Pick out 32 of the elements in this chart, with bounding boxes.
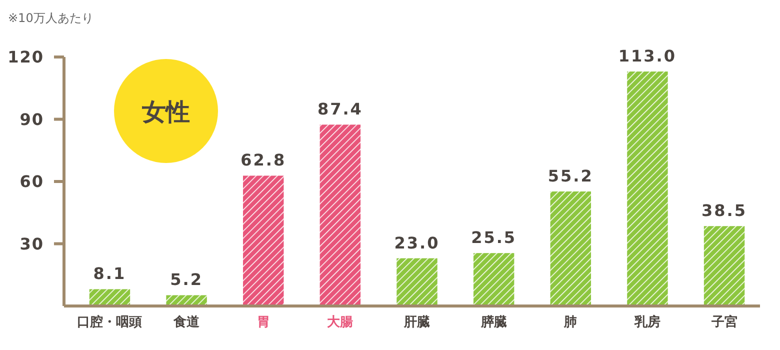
bar xyxy=(320,124,361,306)
data-label: 87.4 xyxy=(317,100,363,119)
annotation: 女性 xyxy=(141,98,190,126)
x-tick-label: 胃 xyxy=(256,315,270,330)
x-tick-label: 口腔・咽頭 xyxy=(77,314,142,330)
bar xyxy=(550,191,591,306)
x-tick-label: 子宮 xyxy=(710,314,738,330)
bar xyxy=(89,289,130,306)
data-label: 25.5 xyxy=(471,228,517,248)
bar xyxy=(704,226,745,306)
x-tick-label: 乳房 xyxy=(633,314,660,330)
y-axis-title: ※10万人あたり xyxy=(8,11,94,25)
data-label: 55.2 xyxy=(548,166,594,186)
data-label: 8.1 xyxy=(93,264,126,284)
x-tick-label: 肺 xyxy=(563,315,578,330)
bar xyxy=(396,258,438,306)
x-tick-label: 肝臓 xyxy=(403,315,430,330)
bar xyxy=(473,253,514,306)
x-tick-label: 膵臓 xyxy=(480,315,507,330)
data-label: 62.8 xyxy=(240,150,286,170)
x-tick-label: 大腸 xyxy=(327,315,354,330)
x-tick-label: 食道 xyxy=(172,315,201,330)
data-label: 113.0 xyxy=(618,46,677,66)
y-tick-label: 90 xyxy=(20,110,44,129)
y-tick-label: 30 xyxy=(20,234,44,254)
data-label: 5.2 xyxy=(170,270,203,290)
y-tick-label: 120 xyxy=(8,48,44,67)
bar xyxy=(243,176,284,306)
y-tick-label: 60 xyxy=(20,172,44,192)
data-label: 23.0 xyxy=(394,233,440,252)
data-label: 38.5 xyxy=(702,201,748,220)
bar xyxy=(627,72,668,306)
